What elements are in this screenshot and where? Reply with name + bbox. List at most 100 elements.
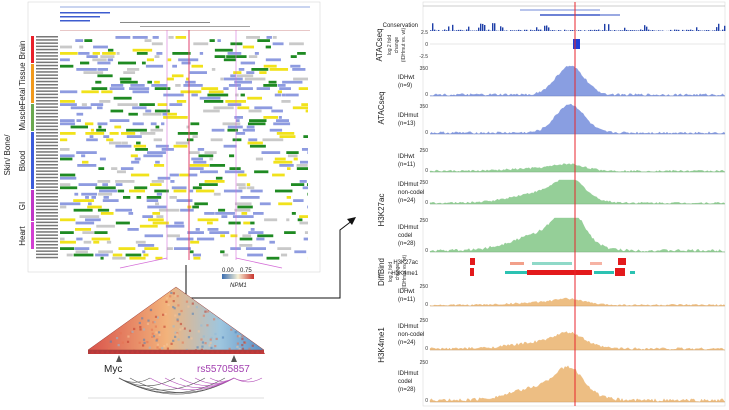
chromatin-state-cell	[60, 247, 75, 250]
conservation-bar	[432, 23, 434, 31]
row-label	[36, 36, 58, 38]
hic-pixel	[191, 302, 194, 305]
hic-pixel	[183, 327, 186, 330]
chromatin-state-cell	[284, 231, 296, 234]
conservation-bar	[658, 30, 660, 31]
chromatin-state-cell	[97, 61, 111, 65]
chromatin-state-cell	[220, 250, 225, 254]
row-label	[36, 240, 58, 243]
chromatin-state-cell	[132, 106, 147, 110]
chromatin-state-cell	[60, 45, 73, 49]
chromatin-state-cell	[60, 237, 65, 241]
hic-pixel	[241, 347, 245, 350]
conservation-bar	[566, 30, 568, 31]
conservation-bar	[718, 23, 720, 31]
conservation-bar	[640, 29, 642, 31]
chromatin-state-cell	[100, 256, 104, 260]
chromatin-state-cell	[126, 135, 142, 138]
zoom-line-right	[235, 257, 283, 269]
chromatin-state-cell	[120, 167, 134, 170]
chromatin-state-cell	[204, 151, 217, 154]
chromatin-state-cell	[76, 119, 81, 122]
chromatin-state-cell	[235, 93, 239, 97]
chromatin-state-cell	[299, 221, 308, 225]
chromatin-state-cell	[238, 186, 246, 190]
chromatin-state-cell	[153, 164, 165, 167]
chromatin-state-cell	[237, 173, 247, 177]
hic-speckle	[107, 291, 254, 353]
chromatin-state-cell	[168, 116, 188, 119]
chromatin-state-cell	[142, 250, 146, 254]
chromatin-state-cell	[60, 119, 75, 122]
chromatin-state-cell	[273, 122, 291, 126]
gene-model-2	[540, 14, 600, 16]
chromatin-state-cell	[239, 244, 253, 247]
chromatin-state-cell	[304, 231, 308, 234]
hic-pixel	[176, 295, 179, 298]
atac-group-label: ATACseq	[377, 91, 386, 124]
chromatin-state-cell	[234, 202, 252, 206]
chromatin-state-cell	[204, 180, 225, 183]
hic-bin	[165, 350, 170, 354]
hic-pixel	[208, 344, 211, 347]
conservation-bar	[722, 29, 724, 31]
header-gene-1	[60, 12, 110, 14]
hic-pixel	[177, 304, 180, 307]
hic-pixel	[149, 308, 153, 312]
tissue-color-bar	[31, 222, 34, 249]
row-label	[36, 138, 58, 140]
hic-pixel	[175, 333, 179, 336]
conservation-bar	[610, 30, 612, 31]
chromatin-state-cell	[161, 122, 165, 126]
hic-pixel	[201, 345, 204, 348]
chromatin-state-cell	[247, 96, 263, 100]
chromatin-state-cell	[296, 167, 308, 170]
hic-pixel	[174, 294, 177, 297]
chromatin-state-cell	[273, 160, 293, 164]
chromatin-state-cell	[60, 122, 76, 126]
conservation-bar	[674, 29, 676, 31]
hic-bin	[110, 350, 115, 354]
chromatin-state-cell	[139, 103, 155, 106]
chromatin-state-cell	[191, 93, 198, 97]
chromatin-state-cell	[171, 74, 184, 78]
chromatin-state-cell	[93, 240, 100, 244]
row-label	[36, 87, 58, 89]
chromatin-state-cell	[143, 154, 163, 158]
chromatin-state-cell	[85, 218, 101, 222]
hic-pixel	[241, 337, 244, 341]
hic-pixel	[214, 332, 217, 336]
hic-gene-label: NPM1	[230, 283, 247, 289]
chromatin-state-cell	[175, 36, 187, 39]
track-label: non-codel	[398, 332, 424, 338]
hic-pixel	[174, 331, 177, 334]
chromatin-state-cell	[60, 90, 78, 94]
chromatin-state-cell	[106, 240, 112, 244]
chromatin-state-cell	[174, 221, 184, 225]
chromatin-state-cell	[100, 55, 115, 58]
chromatin-state-cell	[134, 157, 141, 161]
atac-change-ymax: 2.5	[421, 30, 428, 36]
tissue-color-bar	[31, 36, 34, 63]
conservation-bar	[544, 25, 546, 31]
hic-pixel	[154, 325, 157, 328]
chromatin-state-cell	[157, 176, 171, 180]
row-label	[36, 196, 58, 198]
row-label	[36, 128, 58, 131]
conservation-bar	[642, 29, 644, 31]
chromatin-state-cell	[155, 160, 160, 164]
chromatin-state-cell	[122, 196, 131, 199]
chromatin-state-cell	[286, 151, 299, 154]
row-label	[36, 170, 58, 172]
chromatin-state-cell	[176, 100, 187, 103]
chromatin-state-cell	[154, 189, 169, 193]
conservation-bar	[506, 30, 508, 31]
chromatin-state-cell	[169, 196, 177, 199]
hic-pixel	[202, 314, 205, 317]
chromatin-state-cell	[78, 183, 98, 186]
chromatin-state-cell	[242, 45, 255, 49]
chromatin-state-cell	[74, 192, 79, 196]
hic-pixel	[165, 297, 168, 300]
